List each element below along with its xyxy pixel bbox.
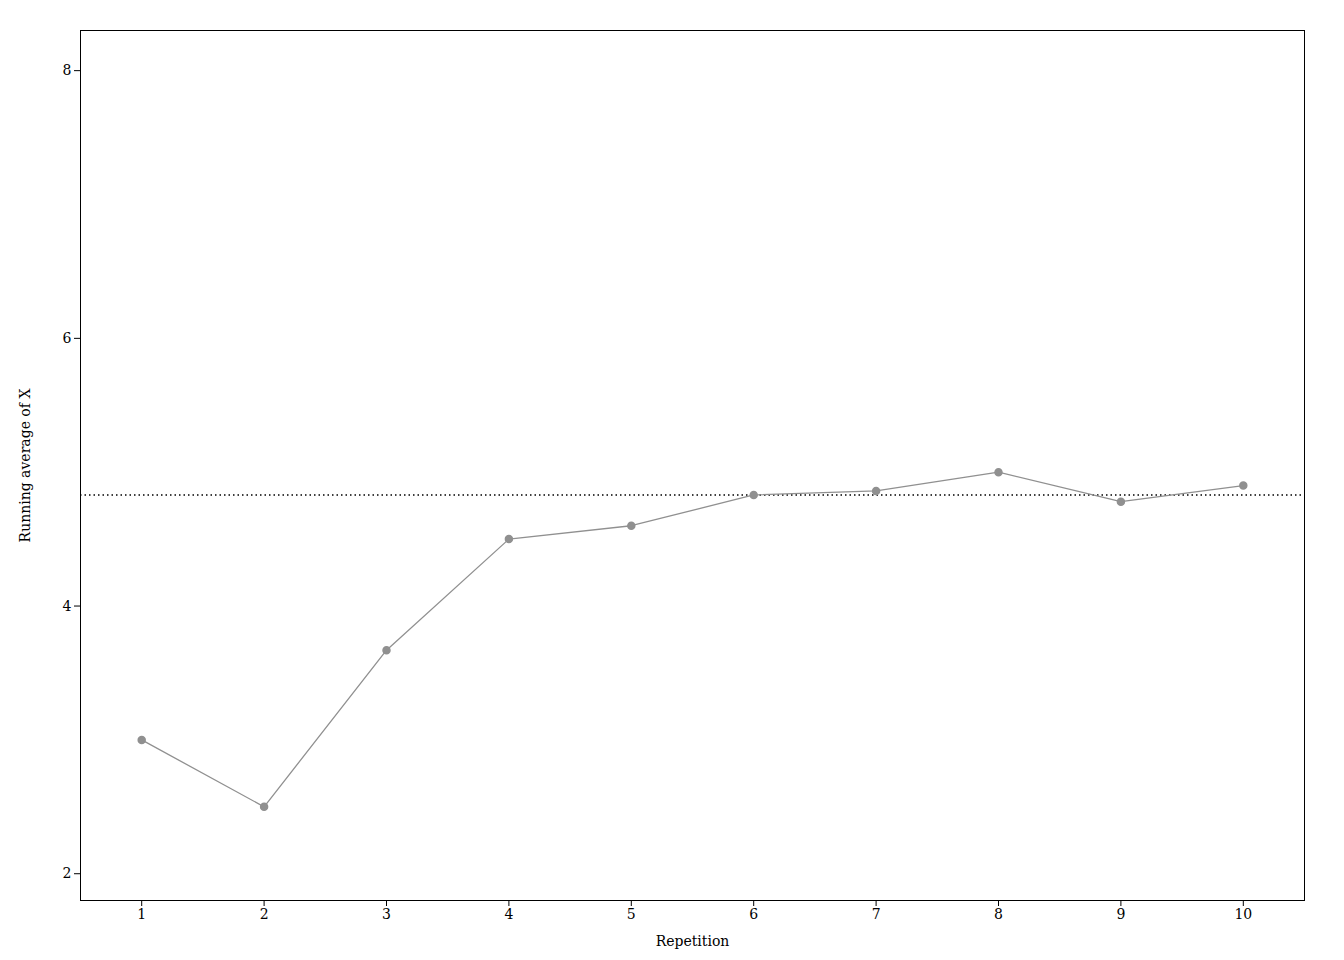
svg-text:10: 10 <box>1234 906 1252 922</box>
svg-text:Running average of X: Running average of X <box>17 389 33 543</box>
svg-text:2: 2 <box>260 906 269 922</box>
svg-text:6: 6 <box>749 906 758 922</box>
svg-text:3: 3 <box>382 906 391 922</box>
svg-text:9: 9 <box>1116 906 1125 922</box>
svg-text:6: 6 <box>63 330 72 346</box>
svg-text:Repetition: Repetition <box>656 933 730 949</box>
svg-text:8: 8 <box>63 62 72 78</box>
svg-text:4: 4 <box>504 906 513 922</box>
svg-text:2: 2 <box>63 865 72 881</box>
svg-text:8: 8 <box>994 906 1003 922</box>
svg-text:1: 1 <box>137 906 146 922</box>
svg-text:5: 5 <box>627 906 636 922</box>
svg-text:4: 4 <box>63 598 72 614</box>
svg-text:7: 7 <box>872 906 881 922</box>
